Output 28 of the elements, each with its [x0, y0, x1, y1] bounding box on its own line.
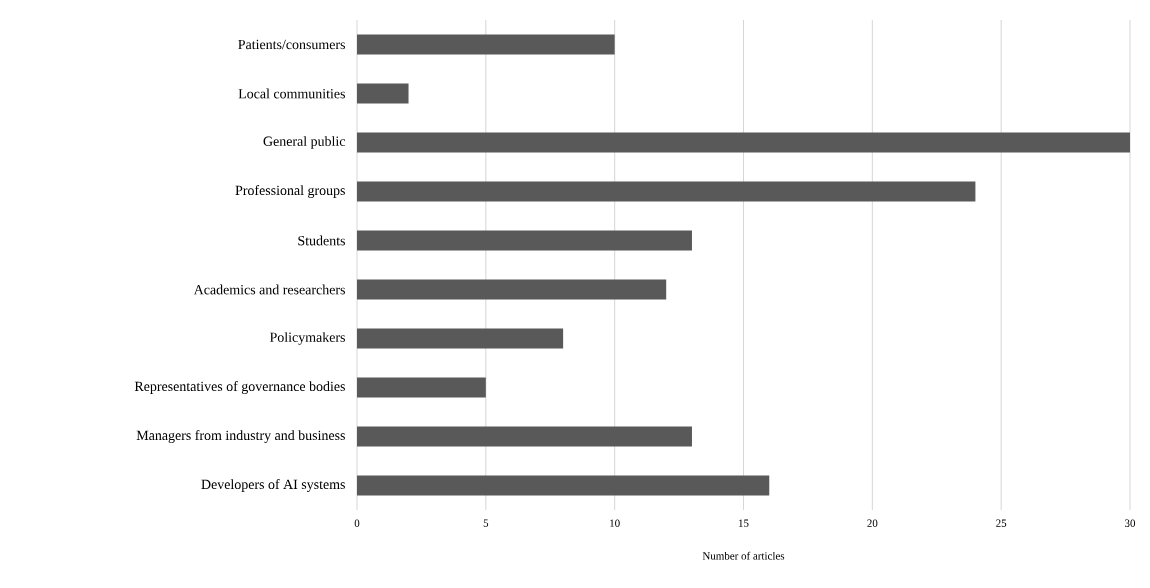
y-tick-label: Local communities: [238, 88, 345, 99]
x-tick-label: 0: [354, 519, 360, 527]
bar: [357, 181, 976, 202]
x-axis-title: Number of articles: [702, 551, 785, 560]
bar: [357, 426, 692, 447]
bar: [357, 230, 692, 251]
x-tick-label: 30: [1125, 519, 1136, 527]
y-tick-label: Professional groups: [235, 185, 345, 198]
bar: [357, 377, 486, 398]
x-tick-label: 15: [738, 519, 749, 527]
y-tick-label: Students: [298, 235, 345, 246]
bar: [357, 475, 770, 496]
x-tick-label: 25: [996, 519, 1007, 527]
bar: [357, 328, 564, 349]
bar: [357, 279, 667, 300]
x-tick-label: 20: [867, 519, 878, 527]
bar: [357, 132, 1130, 153]
y-tick-label: Patients/consumers: [238, 39, 345, 50]
bar: [357, 34, 615, 55]
y-tick-label: General public: [263, 136, 346, 149]
y-tick-label: Managers from industry and business: [136, 430, 345, 443]
y-tick-label: Academics and researchers: [193, 284, 345, 295]
y-tick-label: Representatives of governance bodies: [134, 381, 345, 394]
x-tick-label: 5: [483, 519, 489, 527]
bar: [357, 83, 409, 104]
y-tick-label: Policymakers: [269, 332, 345, 345]
y-tick-label: Developers of AI systems: [201, 479, 345, 492]
x-tick-label: 10: [610, 519, 620, 527]
